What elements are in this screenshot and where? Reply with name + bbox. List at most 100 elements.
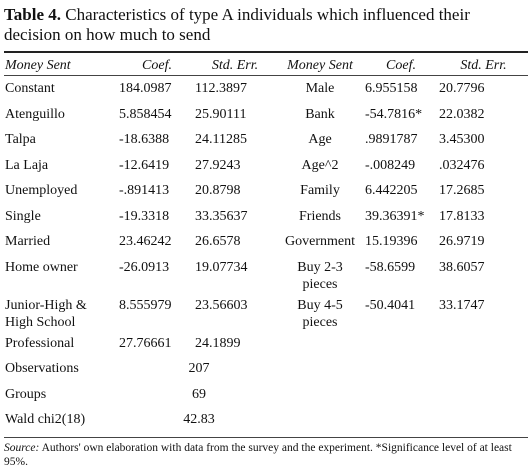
table-row: Professional 27.76661 24.1899 bbox=[4, 331, 528, 357]
cell-text: Home owner bbox=[5, 259, 78, 275]
header-cell: Std. Err. bbox=[211, 58, 259, 73]
table-cell: 3.45300 bbox=[437, 127, 528, 148]
stats-row: Groups 69 bbox=[4, 382, 528, 408]
cell-text: 184.0987 bbox=[119, 81, 172, 96]
table-row: Married 23.46242 26.6578 Government 15.19396… bbox=[4, 229, 528, 255]
cell-text: -54.7816* bbox=[365, 106, 423, 122]
cell-text: Junior-High & High School bbox=[5, 297, 87, 330]
stat-label: Wald chi2(18) bbox=[5, 412, 86, 427]
cell-text: 26.6578 bbox=[195, 234, 241, 249]
table-cell: 24.1899 bbox=[195, 331, 275, 352]
cell-text: 15.19396 bbox=[365, 234, 418, 249]
table-row: Unemployed -.891413 20.8798 Family 6.442205 1… bbox=[4, 178, 528, 204]
table-number: Table 4. bbox=[4, 5, 62, 24]
table-cell: Age^2 bbox=[275, 153, 365, 174]
cell-text: 20.7796 bbox=[439, 81, 485, 96]
cell-text: 22.0382 bbox=[439, 106, 485, 122]
cell-text: 38.6057 bbox=[439, 259, 485, 275]
cell-text: Buy 4-5 pieces bbox=[297, 297, 343, 330]
cell-text: 112.3897 bbox=[195, 81, 247, 96]
table-cell: 20.8798 bbox=[195, 178, 275, 199]
cell-text: -18.6388 bbox=[119, 132, 170, 147]
cell-text: Atenguillo bbox=[5, 106, 65, 122]
table-cell: -54.7816* bbox=[365, 102, 437, 123]
table-cell: -18.6388 bbox=[119, 127, 195, 148]
table-cell: 184.0987 bbox=[119, 76, 195, 97]
title-text: Characteristics of type A individuals wh… bbox=[4, 5, 470, 44]
table-cell: -50.4041 bbox=[365, 293, 437, 314]
table-cell: .9891787 bbox=[365, 127, 437, 148]
cell-text: Bank bbox=[305, 106, 335, 122]
table-cell: 33.35637 bbox=[195, 204, 275, 225]
cell-text: 33.35637 bbox=[195, 208, 248, 224]
table-cell: -.008249 bbox=[365, 153, 437, 174]
table-cell: Bank bbox=[275, 102, 365, 123]
header-cell: Money Sent bbox=[287, 58, 353, 73]
table-cell: 23.46242 bbox=[119, 229, 195, 250]
cell-text: Single bbox=[5, 208, 41, 224]
table-cell: Unemployed bbox=[4, 178, 119, 199]
cell-text: .9891787 bbox=[365, 132, 418, 147]
cell-text: Male bbox=[305, 81, 335, 96]
table-cell: Friends bbox=[275, 204, 365, 225]
cell-text: 6.442205 bbox=[365, 183, 418, 198]
cell-text: 24.11285 bbox=[195, 132, 247, 147]
stats-row: Observations 207 bbox=[4, 356, 528, 382]
cell-text: Friends bbox=[299, 208, 341, 224]
table-cell: 19.07734 bbox=[195, 255, 275, 276]
stat-label: Observations bbox=[5, 361, 79, 376]
table-cell: 23.56603 bbox=[195, 293, 275, 314]
cell-text: Constant bbox=[5, 81, 55, 96]
cell-text: 39.36391* bbox=[365, 208, 425, 224]
table-row: Junior-High & High School 8.555979 23.5660… bbox=[4, 293, 528, 331]
table-cell: 27.9243 bbox=[195, 153, 275, 174]
cell-text: Family bbox=[300, 183, 340, 198]
table-cell: Junior-High & High School bbox=[4, 293, 119, 331]
cell-text: 19.07734 bbox=[195, 259, 248, 275]
cell-text: -.008249 bbox=[365, 157, 416, 173]
table-row: Home owner -26.0913 19.07734 Buy 2-3 pieces… bbox=[4, 255, 528, 293]
table-cell: 112.3897 bbox=[195, 76, 275, 97]
cell-text: 8.555979 bbox=[119, 297, 172, 313]
cell-text: 23.56603 bbox=[195, 297, 248, 313]
header-row: Money Sent Coef. Std. Err. Money Sent Coef. S… bbox=[4, 53, 528, 75]
header-cell: Money Sent bbox=[5, 58, 71, 73]
table-cell: Government bbox=[275, 229, 365, 250]
table-cell: Home owner bbox=[4, 255, 119, 276]
header-rule bbox=[4, 75, 528, 76]
table-row: Single -19.3318 33.35637 Friends 39.36391* 17… bbox=[4, 204, 528, 230]
table-cell: Buy 4-5 pieces bbox=[275, 293, 365, 331]
table-cell: 20.7796 bbox=[437, 76, 528, 97]
table-row: Talpa -18.6388 24.11285 Age .9891787 3.45300 bbox=[4, 127, 528, 153]
footnote: Source: Authors' own elaboration with da… bbox=[4, 438, 528, 469]
cell-text: .032476 bbox=[439, 157, 485, 173]
stats-row: Wald chi2(18) 42.83 bbox=[4, 407, 528, 433]
stat-value: 207 bbox=[188, 361, 210, 376]
header-cell: Std. Err. bbox=[460, 58, 507, 73]
table-cell: 22.0382 bbox=[437, 102, 528, 123]
table-cell: Single bbox=[4, 204, 119, 225]
table-cell: .032476 bbox=[437, 153, 528, 174]
cell-text: 23.46242 bbox=[119, 234, 172, 249]
table-title: Table 4. Characteristics of type A indiv… bbox=[4, 5, 528, 51]
header-cell: Coef. bbox=[142, 58, 172, 73]
cell-text: -12.6419 bbox=[119, 157, 170, 173]
cell-text: 27.76661 bbox=[119, 335, 172, 351]
cell-text: 24.1899 bbox=[195, 335, 241, 351]
table-cell: Age bbox=[275, 127, 365, 148]
table-cell: La Laja bbox=[4, 153, 119, 174]
cell-text: Unemployed bbox=[5, 183, 78, 198]
table-row: Constant 184.0987 112.3897 Male 6.955158 20.7… bbox=[4, 76, 528, 102]
cell-text: -58.6599 bbox=[365, 259, 416, 275]
cell-text: -26.0913 bbox=[119, 259, 170, 275]
table-cell: 25.90111 bbox=[195, 102, 275, 123]
table-row: La Laja -12.6419 27.9243 Age^2 -.008249 .0324… bbox=[4, 153, 528, 179]
cell-text: La Laja bbox=[5, 157, 49, 173]
cell-text: Talpa bbox=[5, 132, 36, 147]
top-rule bbox=[4, 51, 528, 53]
table-cell: -12.6419 bbox=[119, 153, 195, 174]
header-cell: Coef. bbox=[386, 58, 416, 73]
table-cell: 6.442205 bbox=[365, 178, 437, 199]
cell-text: 27.9243 bbox=[195, 157, 241, 173]
